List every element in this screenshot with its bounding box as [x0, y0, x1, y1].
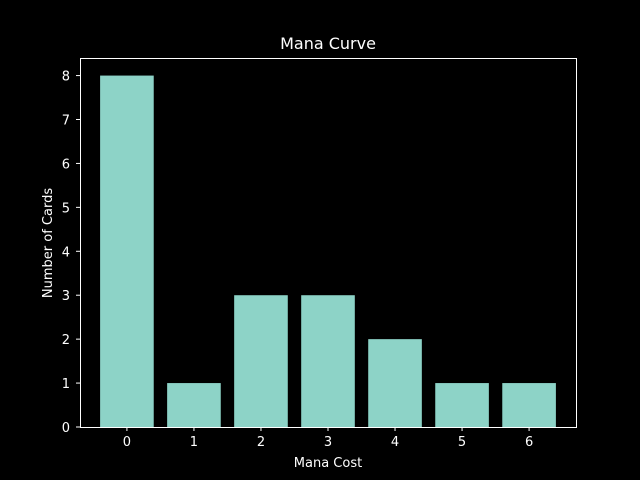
y-tick-label: 8: [62, 70, 70, 85]
bar-0: [100, 75, 154, 428]
x-tick-label: 5: [458, 435, 466, 450]
y-tick-label: 0: [62, 421, 70, 436]
y-tick-label: 3: [62, 289, 70, 304]
x-tick-label: 0: [123, 435, 131, 450]
y-axis-label: Number of Cards: [41, 188, 56, 298]
x-tick-label: 6: [525, 435, 533, 450]
bar-group: [100, 75, 556, 428]
x-axis-label: Mana Cost: [294, 456, 362, 471]
y-axis-ticks: 0 1 2 3 4 5 6 7 8: [62, 70, 80, 436]
bar-4: [368, 339, 422, 427]
y-tick-label: 4: [62, 245, 70, 260]
bar-5: [435, 383, 489, 427]
y-tick-label: 5: [62, 201, 70, 216]
y-tick-label: 1: [62, 377, 70, 392]
y-tick-label: 6: [62, 157, 70, 172]
y-tick-label: 2: [62, 333, 70, 348]
plot-frame: [80, 58, 577, 428]
chart-title: Mana Curve: [280, 34, 376, 53]
x-axis-ticks: 0 1 2 3 4 5 6: [123, 427, 533, 450]
bar-6: [502, 383, 556, 427]
y-tick-label: 7: [62, 114, 70, 129]
bar-1: [167, 383, 221, 427]
x-tick-label: 2: [257, 435, 265, 450]
x-tick-label: 1: [190, 435, 198, 450]
bar-2: [234, 295, 288, 427]
x-tick-label: 3: [324, 435, 332, 450]
bar-3: [301, 295, 355, 427]
x-tick-label: 4: [391, 435, 399, 450]
